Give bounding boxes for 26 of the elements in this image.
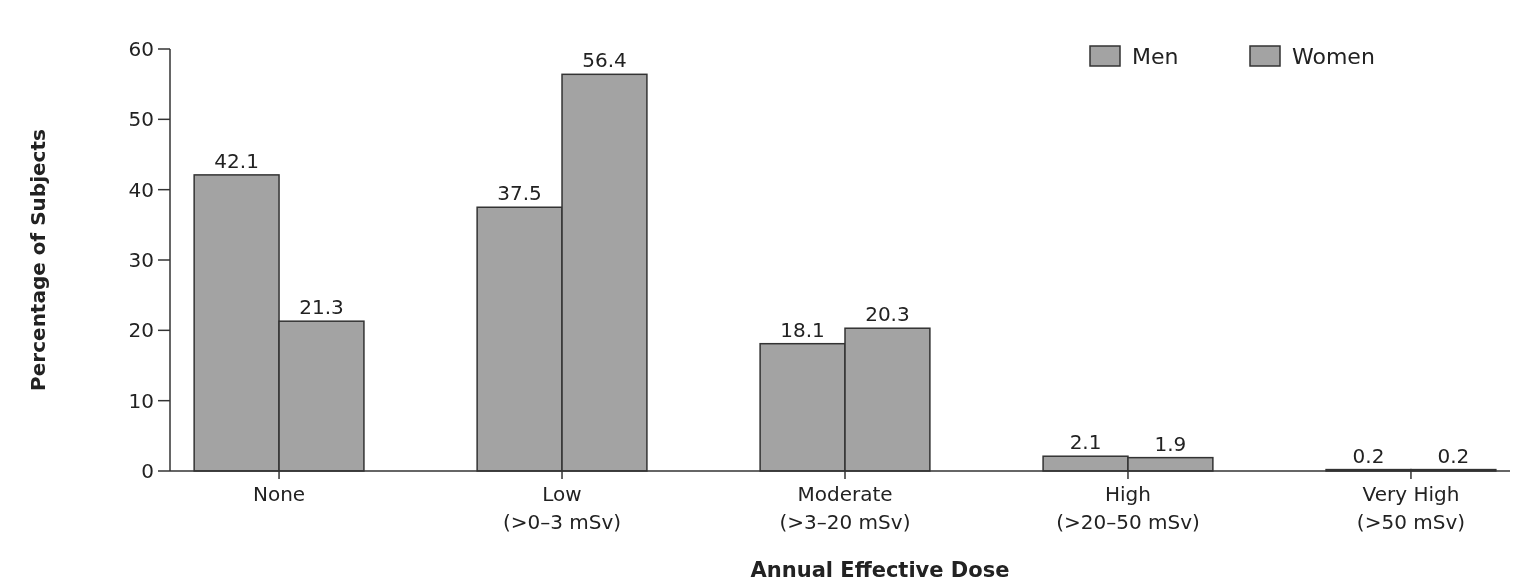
data-label: 0.2 — [1437, 443, 1470, 468]
data-label: 20.3 — [865, 302, 910, 327]
data-label: 2.1 — [1069, 430, 1102, 455]
data-label: 56.4 — [582, 48, 627, 73]
data-label: 1.9 — [1154, 431, 1187, 456]
y-tick-label: 0 — [141, 459, 154, 483]
x-tick-label: High (>20–50 mSv) — [1056, 482, 1200, 534]
x-tick-label: None — [252, 482, 306, 506]
legend-label: Men — [1132, 43, 1179, 69]
legend-label: Women — [1292, 43, 1375, 69]
y-axis-title: Percentage of Subjects — [26, 129, 50, 391]
data-label: 18.1 — [780, 317, 825, 342]
y-tick-label: 40 — [128, 177, 154, 202]
y-tick-label: 10 — [128, 388, 154, 413]
x-tick-label: Low (>0–3 mSv) — [502, 482, 622, 534]
x-tick-label: Very High (>50 mSv) — [1356, 482, 1466, 534]
y-tick-label: 60 — [128, 37, 154, 61]
data-label: 42.1 — [214, 148, 259, 173]
data-label: 37.5 — [497, 181, 542, 206]
data-label: 21.3 — [299, 295, 344, 320]
data-label: 0.2 — [1352, 443, 1385, 468]
y-tick-label: 30 — [128, 248, 154, 272]
y-tick-label: 20 — [128, 318, 154, 343]
y-tick-label: 50 — [128, 107, 154, 132]
x-axis-title: Annual Effective Dose — [750, 558, 1010, 582]
x-tick-label: Moderate (>3–20 mSv) — [779, 482, 911, 534]
